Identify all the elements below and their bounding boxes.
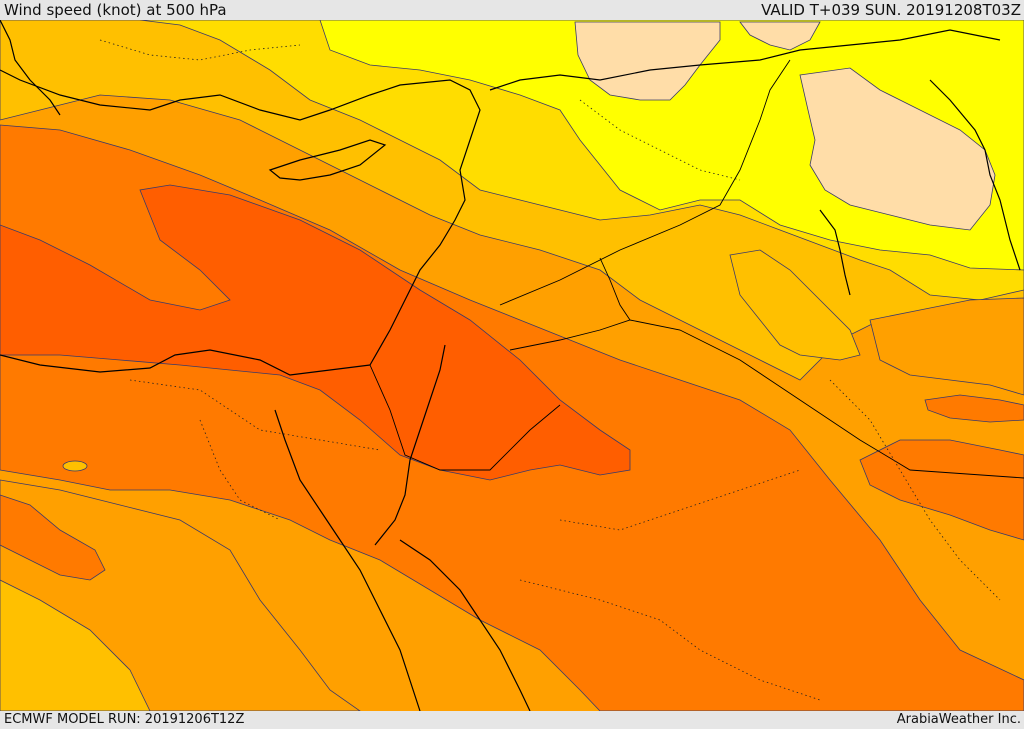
band-70-80 bbox=[0, 184, 631, 481]
calm-pocket-ne bbox=[799, 67, 996, 231]
map-footer: ECMWF MODEL RUN: 20191206T12Z ArabiaWeat… bbox=[0, 711, 1024, 729]
borders bbox=[369, 59, 1024, 479]
model-run: ECMWF MODEL RUN: 20191206T12Z bbox=[4, 712, 245, 727]
calm-pocket-nr bbox=[739, 21, 821, 51]
map-title: Wind speed (knot) at 500 hPa bbox=[4, 1, 227, 19]
band-40-50-ne-tongue bbox=[729, 249, 861, 361]
band-50-60-ne bbox=[869, 297, 1024, 396]
valid-time: VALID T+039 SUN. 20191208T03Z bbox=[761, 1, 1021, 19]
band-60-70-sw bbox=[0, 494, 106, 581]
map-header: Wind speed (knot) at 500 hPa VALID T+039… bbox=[0, 0, 1024, 20]
calm-pocket-n bbox=[574, 21, 721, 101]
band-40-50-sw bbox=[0, 579, 151, 711]
admin-boundaries bbox=[99, 39, 1001, 701]
small-contour-pocket bbox=[62, 460, 88, 472]
wind-speed-map bbox=[0, 20, 1024, 711]
coastlines bbox=[0, 20, 1021, 711]
band-70-80-east bbox=[924, 394, 1024, 423]
credit: ArabiaWeather Inc. bbox=[896, 712, 1021, 727]
